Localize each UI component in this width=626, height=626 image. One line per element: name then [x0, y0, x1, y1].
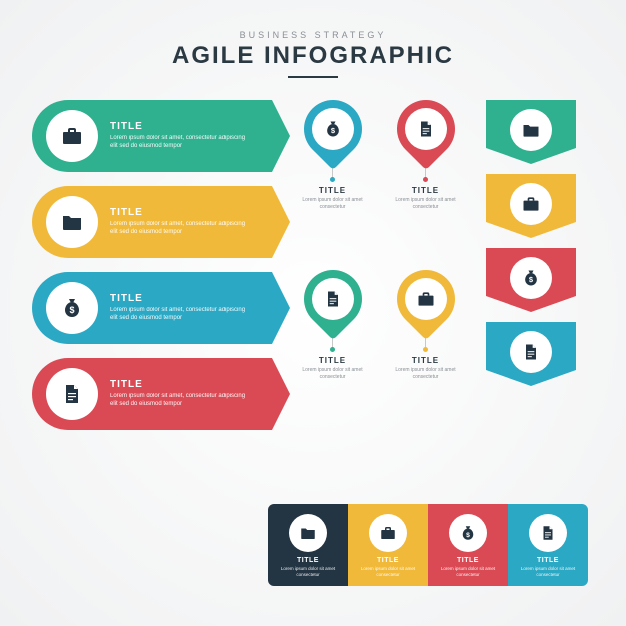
pin-item: TITLE Lorem ipsum dolor sit amet consecte…	[290, 270, 375, 430]
title-underline	[288, 76, 338, 78]
main-layout: TITLE Lorem ipsum dolor sit amet, consect…	[32, 100, 594, 430]
pin-body: Lorem ipsum dolor sit amet consectetur	[386, 367, 466, 380]
pin-title: TITLE	[412, 186, 439, 195]
chevron-card	[486, 174, 576, 238]
card-body: Lorem ipsum dolor sit amet, consectetur …	[110, 307, 250, 323]
pin-marker	[384, 88, 466, 170]
chevron-card: $	[486, 248, 576, 312]
money-bag-icon: $	[510, 257, 552, 299]
money-bag-icon: $	[312, 108, 354, 150]
middle-column: $ TITLE Lorem ipsum dolor sit amet consect…	[290, 100, 468, 430]
folder-icon	[289, 514, 327, 552]
segment-title: TITLE	[297, 557, 319, 564]
briefcase-icon	[405, 278, 447, 320]
document-icon	[510, 331, 552, 373]
pin-marker	[384, 258, 466, 340]
pin-item: $ TITLE Lorem ipsum dolor sit amet consect…	[290, 100, 375, 260]
pin-dot	[330, 177, 335, 182]
segment-body: Lorem ipsum dolor sit amet consectetur	[514, 566, 582, 578]
folder-icon	[46, 196, 98, 248]
svg-text:$: $	[330, 126, 335, 135]
segment-title: TITLE	[457, 557, 479, 564]
card-title: TITLE	[110, 121, 250, 132]
right-column: $	[486, 100, 576, 430]
card-title: TITLE	[110, 379, 250, 390]
arrow-card: TITLE Lorem ipsum dolor sit amet, consect…	[32, 358, 272, 430]
segment-title: TITLE	[377, 557, 399, 564]
briefcase-icon	[46, 110, 98, 162]
card-title: TITLE	[110, 207, 250, 218]
card-title: TITLE	[110, 293, 250, 304]
arrow-card: TITLE Lorem ipsum dolor sit amet, consect…	[32, 100, 272, 172]
bottom-segment: $ TITLE Lorem ipsum dolor sit amet consect…	[428, 504, 508, 586]
money-bag-icon: $	[46, 282, 98, 334]
document-icon	[46, 368, 98, 420]
pin-body: Lorem ipsum dolor sit amet consectetur	[293, 367, 373, 380]
bottom-segment: TITLE Lorem ipsum dolor sit amet consecte…	[508, 504, 588, 586]
arrow-card: TITLE Lorem ipsum dolor sit amet, consect…	[32, 186, 272, 258]
document-icon	[529, 514, 567, 552]
card-body: Lorem ipsum dolor sit amet, consectetur …	[110, 221, 250, 237]
bottom-segment: TITLE Lorem ipsum dolor sit amet consecte…	[348, 504, 428, 586]
bottom-segments: TITLE Lorem ipsum dolor sit amet consecte…	[268, 504, 588, 586]
pin-marker: $	[291, 88, 373, 170]
pin-title: TITLE	[319, 356, 346, 365]
folder-icon	[510, 109, 552, 151]
segment-body: Lorem ipsum dolor sit amet consectetur	[434, 566, 502, 578]
money-bag-icon: $	[449, 514, 487, 552]
bottom-segment: TITLE Lorem ipsum dolor sit amet consecte…	[268, 504, 348, 586]
chevron-card	[486, 322, 576, 386]
card-body: Lorem ipsum dolor sit amet, consectetur …	[110, 393, 250, 409]
briefcase-icon	[369, 514, 407, 552]
chevron-card	[486, 100, 576, 164]
svg-text:$: $	[69, 305, 74, 315]
pin-body: Lorem ipsum dolor sit amet consectetur	[386, 197, 466, 210]
segment-body: Lorem ipsum dolor sit amet consectetur	[274, 566, 342, 578]
briefcase-icon	[510, 183, 552, 225]
document-icon	[312, 278, 354, 320]
header-title: AGILE INFOGRAPHIC	[32, 42, 594, 70]
document-icon	[405, 108, 447, 150]
pin-item: TITLE Lorem ipsum dolor sit amet consecte…	[383, 100, 468, 260]
pin-dot	[423, 177, 428, 182]
segment-title: TITLE	[537, 557, 559, 564]
segment-body: Lorem ipsum dolor sit amet consectetur	[354, 566, 422, 578]
pin-body: Lorem ipsum dolor sit amet consectetur	[293, 197, 373, 210]
svg-text:$: $	[466, 532, 470, 539]
pin-marker	[291, 258, 373, 340]
card-body: Lorem ipsum dolor sit amet, consectetur …	[110, 135, 250, 151]
pin-title: TITLE	[412, 356, 439, 365]
arrow-card: $ TITLE Lorem ipsum dolor sit amet, consec…	[32, 272, 272, 344]
left-column: TITLE Lorem ipsum dolor sit amet, consect…	[32, 100, 272, 430]
pin-dot	[330, 347, 335, 352]
pin-item: TITLE Lorem ipsum dolor sit amet consecte…	[383, 270, 468, 430]
header-subtitle: BUSINESS STRATEGY	[32, 30, 594, 40]
header: BUSINESS STRATEGY AGILE INFOGRAPHIC	[32, 30, 594, 78]
pin-title: TITLE	[319, 186, 346, 195]
pin-dot	[423, 347, 428, 352]
